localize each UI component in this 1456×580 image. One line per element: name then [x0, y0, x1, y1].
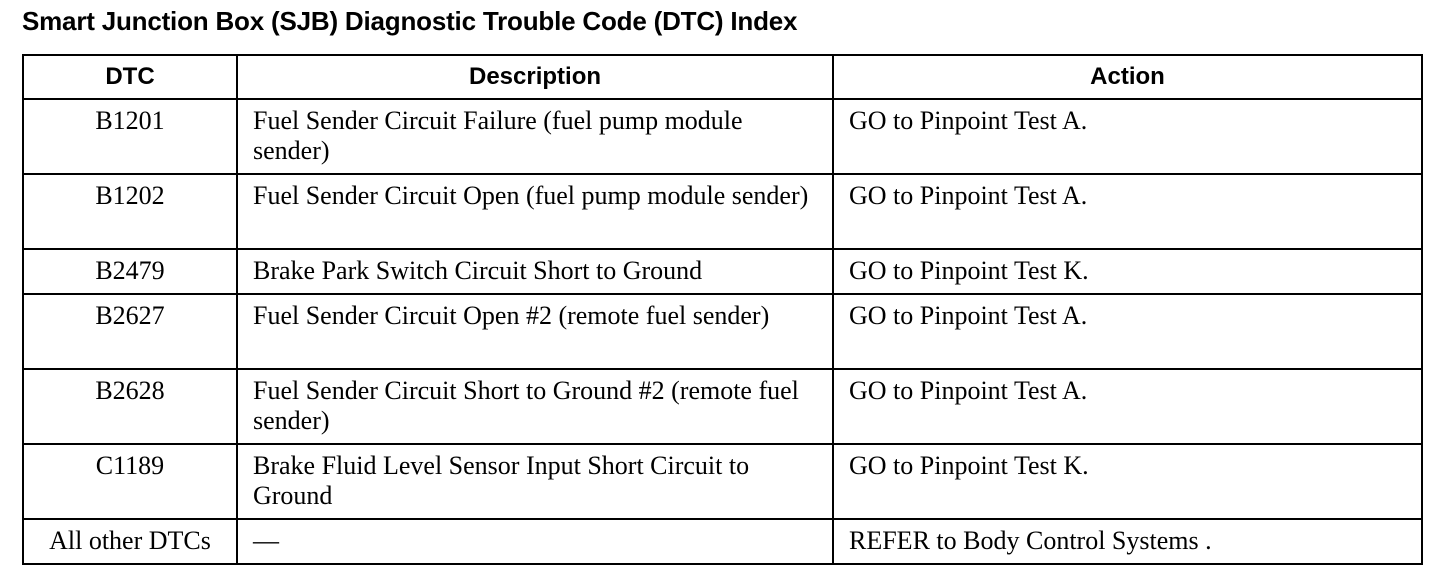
dtc-cell: B1201: [22, 98, 238, 175]
description-cell: Fuel Sender Circuit Failure (fuel pump m…: [236, 98, 834, 175]
table-row: C1189 Brake Fluid Level Sensor Input Sho…: [22, 443, 1423, 520]
action-cell: GO to Pinpoint Test A.: [832, 368, 1423, 445]
table-row: B2627 Fuel Sender Circuit Open #2 (remot…: [22, 293, 1423, 370]
dtc-cell: B2479: [22, 248, 238, 295]
column-header-action: Action: [832, 54, 1423, 100]
table-row: B2479 Brake Park Switch Circuit Short to…: [22, 248, 1423, 295]
dtc-cell: All other DTCs: [22, 518, 238, 565]
column-header-dtc: DTC: [22, 54, 238, 100]
table-row: B1201 Fuel Sender Circuit Failure (fuel …: [22, 98, 1423, 175]
action-cell: GO to Pinpoint Test A.: [832, 293, 1423, 370]
table-header-row: DTC Description Action: [22, 54, 1423, 100]
description-cell: Fuel Sender Circuit Open #2 (remote fuel…: [236, 293, 834, 370]
column-header-description: Description: [236, 54, 834, 100]
action-cell: GO to Pinpoint Test A.: [832, 98, 1423, 175]
action-cell: REFER to Body Control Systems .: [832, 518, 1423, 565]
action-cell: GO to Pinpoint Test A.: [832, 173, 1423, 250]
dtc-cell: B2627: [22, 293, 238, 370]
dtc-index-table: DTC Description Action B1201 Fuel Sender…: [22, 54, 1423, 565]
table-row: All other DTCs — REFER to Body Control S…: [22, 518, 1423, 565]
description-cell: Brake Park Switch Circuit Short to Groun…: [236, 248, 834, 295]
description-cell: Fuel Sender Circuit Short to Ground #2 (…: [236, 368, 834, 445]
dtc-cell: B2628: [22, 368, 238, 445]
action-cell: GO to Pinpoint Test K.: [832, 248, 1423, 295]
action-cell: GO to Pinpoint Test K.: [832, 443, 1423, 520]
table-row: B2628 Fuel Sender Circuit Short to Groun…: [22, 368, 1423, 445]
page-title: Smart Junction Box (SJB) Diagnostic Trou…: [22, 6, 798, 36]
dtc-cell: B1202: [22, 173, 238, 250]
description-cell: Brake Fluid Level Sensor Input Short Cir…: [236, 443, 834, 520]
description-cell: Fuel Sender Circuit Open (fuel pump modu…: [236, 173, 834, 250]
dtc-cell: C1189: [22, 443, 238, 520]
description-cell: —: [236, 518, 834, 565]
table-row: B1202 Fuel Sender Circuit Open (fuel pum…: [22, 173, 1423, 250]
